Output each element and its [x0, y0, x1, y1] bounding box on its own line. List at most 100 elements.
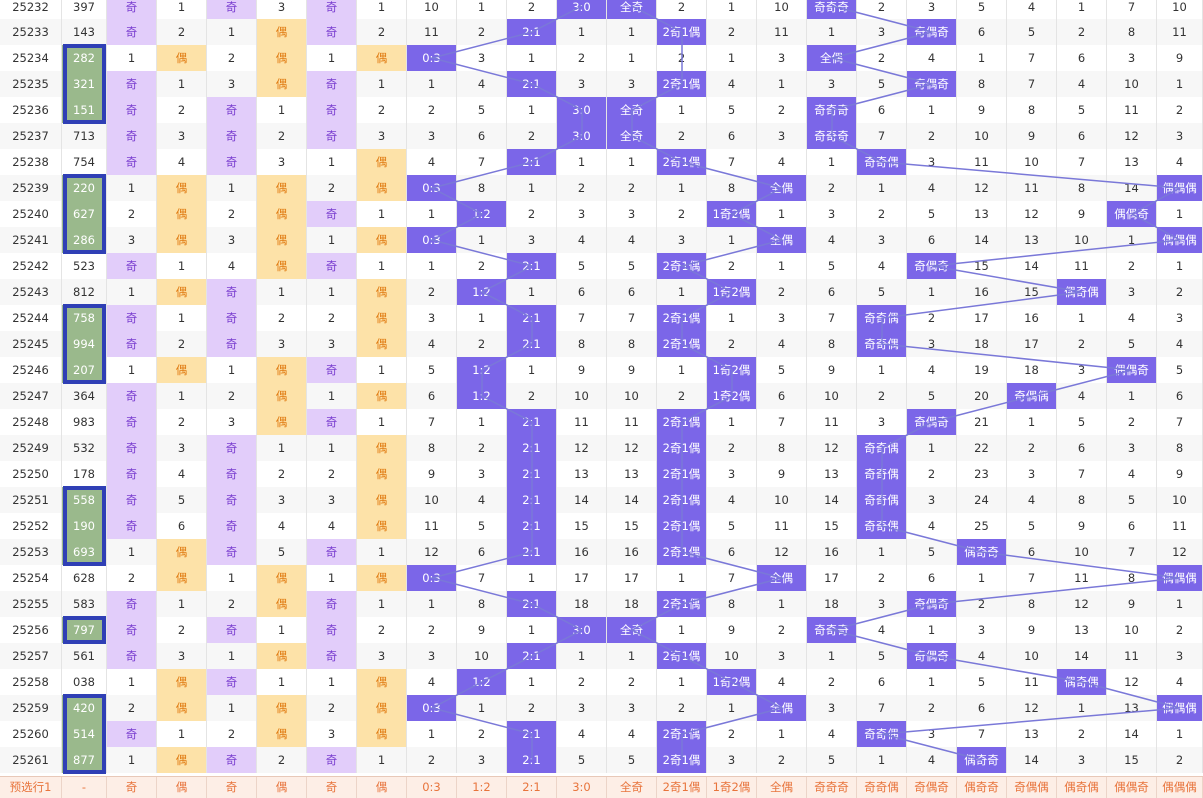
cell: 偶偶偶 — [1157, 227, 1203, 253]
cell: 2 — [957, 591, 1007, 617]
cell: 偶 — [257, 71, 307, 97]
cell: 11 — [407, 19, 457, 45]
cell: 1 — [707, 45, 757, 71]
table-row[interactable]: 25234 282 1 偶 2 偶 1 偶 0:3 3 1 2 1 2 1 3 全偶 2 4 1 7 6 3 9 — [0, 45, 1203, 71]
cell: 1奇2偶 — [707, 201, 757, 227]
table-row[interactable]: 25261 877 1 偶奇 2 奇 1 2 3 2:1 5 5 2奇1偶 3 2 5 1 4 偶奇奇 14 3 15 2 — [0, 747, 1203, 773]
cell: 11 — [1057, 565, 1107, 591]
table-row[interactable]: 25245 994 奇 2 奇 3 3 偶 4 2 2:1 8 8 2奇1偶 2 4 8 奇奇偶 3 18 17 2 5 4 — [0, 331, 1203, 357]
cell: 2 — [457, 19, 507, 45]
cell: 奇 — [207, 305, 257, 331]
cell: 奇奇偶 — [857, 461, 907, 487]
preselect-row[interactable]: 预选行1- 奇偶奇偶奇偶 0:3 1:2 2:1 3:0 全奇 2奇1偶 1奇2偶 全偶 奇奇奇 奇奇… — [0, 776, 1203, 798]
cell: 1 — [1157, 201, 1203, 227]
table-row[interactable]: 25256 797 奇 2 奇 1 奇 2 2 9 1 3:0 全奇 1 9 2 奇奇奇 4 1 3 9 13 10 2 — [0, 617, 1203, 643]
cell: 12 — [1157, 539, 1203, 565]
table-row[interactable]: 25242 523 奇 1 4 偶奇 1 1 2 2:1 5 5 2奇1偶 2 1 5 4 奇偶奇 15 14 11 2 1 — [0, 253, 1203, 279]
cell: 11 — [557, 409, 607, 435]
table-row[interactable]: 25255 583 奇 1 2 偶奇 1 1 8 2:1 18 18 2奇1偶 8 1 18 3 奇偶奇 2 8 12 9… — [0, 591, 1203, 617]
table-row[interactable]: 25254 628 2 偶 1 偶 1 偶 0:3 7 1 17 17 1 7 全偶 17 2 6 1 7 11 8 偶偶偶 — [0, 565, 1203, 591]
cell: 3 — [907, 721, 957, 747]
table-row[interactable]: 25233 143 奇 2 1 偶奇 2 11 2 2:1 1 1 2奇1偶 2 11 1 3 奇偶奇 6 5 2 8 11 — [0, 19, 1203, 45]
table-row[interactable]: 25241 286 3 偶 3 偶 1 偶 0:3 1 3 4 4 3 1 全偶 4 3 6 14 13 10 1 偶偶偶 — [0, 227, 1203, 253]
cell: 2 — [207, 721, 257, 747]
cell: 1 — [107, 279, 157, 305]
cell: 10 — [457, 643, 507, 669]
cell: 7 — [1007, 71, 1057, 97]
cell: 奇 — [107, 305, 157, 331]
cell: 奇 — [107, 721, 157, 747]
table-row[interactable]: 25253 693 1 偶奇 5 奇 1 12 6 2:1 16 16 2奇1偶 6 12 16 1 5 偶奇奇 6 1… — [0, 539, 1203, 565]
cell: 奇 — [107, 487, 157, 513]
table-row[interactable]: 25252 190 奇 6 奇 4 4 偶 11 5 2:1 15 15 2奇1偶 5 11 15 奇奇偶 4 25 5… — [0, 513, 1203, 539]
table-row[interactable]: 25250 178 奇 4 奇 2 2 偶 9 3 2:1 13 13 2奇1偶 3 9 13 奇奇偶 2 23 3 7 4… — [0, 461, 1203, 487]
cell: 14 — [1007, 253, 1057, 279]
cell: 17 — [557, 565, 607, 591]
cell: 2 — [857, 383, 907, 409]
cell: 3 — [207, 227, 257, 253]
issue-number: 25259 — [0, 695, 62, 721]
cell: 奇奇偶 — [857, 149, 907, 175]
cell: 3 — [1057, 747, 1107, 773]
cell: 奇偶奇 — [907, 591, 957, 617]
cell: 5 — [557, 253, 607, 279]
cell: 15 — [557, 513, 607, 539]
cell: 11 — [1107, 643, 1157, 669]
cell: 3 — [757, 45, 807, 71]
cell: 3 — [457, 461, 507, 487]
preselect-cell: 奇奇奇 — [807, 777, 857, 798]
preselect-cell: 偶偶奇 — [1107, 777, 1157, 798]
draw-number: 220 — [62, 175, 107, 201]
cell: 偶 — [357, 487, 407, 513]
cell: 3 — [1157, 305, 1203, 331]
cell: 12 — [957, 175, 1007, 201]
cell: 9 — [1057, 513, 1107, 539]
table-row[interactable]: 25260 514 奇 1 2 偶 3 偶 1 2 2:1 4 4 2奇1偶 2 1 4 奇奇偶 3 7 13 2 14 1 — [0, 721, 1203, 747]
table-row[interactable]: 25258 038 1 偶奇 1 1 偶 4 1:2 1 2 2 1 1奇2偶 4 2 6 1 5 11 偶奇偶 12 4 — [0, 669, 1203, 695]
table-row[interactable]: 25246 207 1 偶 1 偶奇 1 5 1:2 1 9 9 1 1奇2偶 5 9 1 4 19 18 3 偶偶奇 5 — [0, 357, 1203, 383]
cell: 2 — [707, 19, 757, 45]
table-row[interactable]: 25249 532 奇 3 奇 1 1 偶 8 2 2:1 12 12 2奇1偶 2 8 12 奇奇偶 1 22 2 6 3… — [0, 435, 1203, 461]
cell: 奇偶奇 — [907, 643, 957, 669]
cell: 2 — [657, 383, 707, 409]
cell: 16 — [607, 539, 657, 565]
issue-number: 25245 — [0, 331, 62, 357]
cell: 奇 — [307, 201, 357, 227]
cell: 1 — [357, 71, 407, 97]
cell: 2:1 — [507, 71, 557, 97]
cell: 9 — [1107, 591, 1157, 617]
table-row[interactable]: 25235 321 奇 1 3 偶奇 1 1 4 2:1 3 3 2奇1偶 4 1 3 5 奇偶奇 8 7 4 10 1 — [0, 71, 1203, 97]
cell: 5 — [607, 253, 657, 279]
table-row[interactable]: 25232 397 奇 1 奇 3 奇 1 10 1 2 3:0 全奇 2 1 10 奇奇奇 2 3 5 4 1 7 10 — [0, 0, 1203, 20]
table-row[interactable]: 25237 713 奇 3 奇 2 奇 3 3 6 2 3:0 全奇 2 6 3 奇奇奇 7 2 10 9 6 12 3 — [0, 123, 1203, 149]
cell: 奇 — [307, 97, 357, 123]
table-row[interactable]: 25240 627 2 偶 2 偶奇 1 1 1:2 2 3 3 2 1奇2偶 1 3 2 5 13 12 9 偶偶奇 1 — [0, 201, 1203, 227]
table-row[interactable]: 25247 364 奇 1 2 偶 1 偶 6 1:2 2 10 10 2 1奇2偶 6 10 2 5 20 奇偶偶 4 1… — [0, 383, 1203, 409]
table-row[interactable]: 25239 220 1 偶 1 偶 2 偶 0:3 8 1 2 2 1 8 全偶 2 1 4 12 11 8 14 偶偶偶 — [0, 175, 1203, 201]
issue-number: 25242 — [0, 253, 62, 279]
cell: 13 — [607, 461, 657, 487]
cell: 3 — [857, 591, 907, 617]
table-row[interactable]: 25243 812 1 偶奇 1 1 偶 2 1:2 1 6 6 1 1奇2偶 2 6 5 1 16 15 偶奇偶 3 2 — [0, 279, 1203, 305]
cell: 8 — [1007, 591, 1057, 617]
cell: 0:3 — [407, 175, 457, 201]
cell: 11 — [1057, 253, 1107, 279]
table-row[interactable]: 25236 151 奇 2 奇 1 奇 2 2 5 1 3:0 全奇 1 5 2 奇奇奇 6 1 9 8 5 11 2 — [0, 97, 1203, 123]
highlight-frame — [63, 44, 106, 124]
cell: 8 — [1007, 97, 1057, 123]
cell: 11 — [807, 409, 857, 435]
draw-number: 178 — [62, 461, 107, 487]
draw-number: 397 — [62, 0, 107, 20]
table-row[interactable]: 25244 758 奇 1 奇 2 2 偶 3 1 2:1 7 7 2奇1偶 1 3 7 奇奇偶 2 17 16 1 4 3 — [0, 305, 1203, 331]
table-row[interactable]: 25238 754 奇 4 奇 3 1 偶 4 7 2:1 1 1 2奇1偶 7 4 1 奇奇偶 3 11 10 7 13 4 — [0, 149, 1203, 175]
cell: 1 — [857, 747, 907, 773]
cell: 2:1 — [507, 643, 557, 669]
cell: 1 — [457, 227, 507, 253]
table-row[interactable]: 25257 561 奇 3 1 偶奇 3 3 10 2:1 1 1 2奇1偶 10 3 1 5 奇偶奇 4 10 14 1… — [0, 643, 1203, 669]
table-row[interactable]: 25251 558 奇 5 奇 3 3 偶 10 4 2:1 14 14 2奇1偶 4 10 14 奇奇偶 3 24 4… — [0, 487, 1203, 513]
cell: 3:0 — [557, 97, 607, 123]
table-row[interactable]: 25248 983 奇 2 3 偶奇 1 7 1 2:1 11 11 2奇1偶 1 7 11 3 奇偶奇 21 1 5 2… — [0, 409, 1203, 435]
cell: 13 — [807, 461, 857, 487]
table-row[interactable]: 25259 420 2 偶 1 偶 2 偶 0:3 1 2 3 3 2 1 全偶 3 7 2 6 12 1 13 偶偶偶 — [0, 695, 1203, 721]
